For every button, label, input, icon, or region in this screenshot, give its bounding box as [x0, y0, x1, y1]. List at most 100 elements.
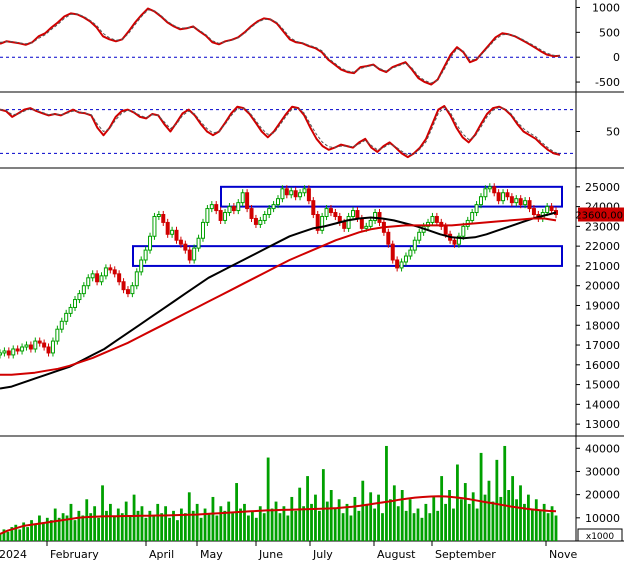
- volume-bar: [231, 513, 235, 541]
- x-month-label: April: [149, 548, 174, 561]
- candle-body: [487, 186, 492, 190]
- volume-bar: [152, 515, 156, 541]
- volume-bar: [105, 510, 108, 541]
- candle-body: [103, 267, 108, 277]
- candle-body: [501, 192, 506, 202]
- y-tick-label-price: 16000: [585, 359, 620, 372]
- volume-bar: [471, 492, 475, 541]
- volume-unit-box: [577, 528, 623, 542]
- y-tick-label-price: 19000: [585, 299, 620, 312]
- candle-body: [351, 210, 356, 217]
- candle-body: [209, 204, 214, 210]
- x-month-label: June: [258, 548, 283, 561]
- volume-bar: [534, 499, 538, 541]
- candle-body: [359, 217, 364, 229]
- volume-bar: [124, 501, 128, 541]
- volume-bar: [420, 517, 424, 541]
- volume-bar: [101, 485, 104, 541]
- volume-bar: [120, 513, 124, 541]
- candle-body: [178, 239, 183, 245]
- volume-bar: [424, 503, 428, 541]
- volume-bar: [191, 510, 195, 541]
- volume-bar: [404, 510, 408, 541]
- volume-bar: [195, 503, 199, 541]
- candle-body: [452, 239, 457, 245]
- volume-bar: [448, 490, 451, 541]
- volume-bar: [219, 506, 223, 541]
- volume-bar: [168, 517, 171, 541]
- volume-bar: [156, 503, 160, 541]
- volume-bar: [385, 445, 388, 541]
- volume-bar: [314, 494, 317, 541]
- candle-body: [214, 204, 219, 212]
- volume-bar: [550, 506, 554, 541]
- volume-bar: [542, 503, 546, 541]
- volume-bar: [456, 464, 459, 541]
- volume-bar: [172, 510, 175, 541]
- volume-bar: [45, 517, 49, 541]
- candle-body: [227, 206, 232, 214]
- candle-body: [156, 214, 161, 217]
- volume-bar: [369, 492, 373, 541]
- volume-bar: [207, 513, 211, 541]
- volume-bar: [341, 513, 345, 541]
- candle-body: [249, 208, 254, 219]
- candle-body: [187, 249, 192, 261]
- candle-body: [15, 348, 20, 352]
- volume-bar: [483, 494, 487, 541]
- candle-body: [306, 188, 311, 202]
- volume-bar: [286, 515, 290, 541]
- candle-body: [218, 210, 223, 221]
- oscillator-series-line: [0, 105, 561, 159]
- candle-body: [311, 200, 316, 216]
- candle-body: [518, 198, 523, 206]
- volume-bar: [396, 506, 400, 541]
- volume-bar: [440, 476, 444, 541]
- candle-body: [496, 192, 501, 202]
- candle-body: [364, 225, 369, 229]
- volume-bar: [73, 520, 77, 541]
- volume-bar: [361, 480, 365, 541]
- candle-body: [152, 215, 157, 237]
- volume-bar: [503, 445, 507, 541]
- candle-body: [267, 208, 272, 216]
- candle-body: [200, 221, 205, 239]
- volume-bar: [290, 496, 294, 541]
- candle-body: [223, 212, 228, 221]
- candle-body: [196, 237, 201, 249]
- volume-bar: [77, 510, 81, 541]
- volume-bar: [250, 510, 254, 541]
- volume-bar: [325, 501, 329, 541]
- moving-average-line: [0, 217, 557, 376]
- candle-body: [112, 269, 117, 275]
- candle-body: [346, 215, 351, 229]
- candle-body: [33, 340, 38, 350]
- volume-bar: [365, 503, 369, 541]
- candle-body: [231, 206, 236, 212]
- candle-body: [333, 212, 338, 217]
- candle-body: [117, 273, 122, 283]
- volume-bar: [554, 515, 558, 541]
- volume-bar: [179, 508, 183, 541]
- candle-body: [390, 243, 395, 261]
- volume-bar: [495, 459, 499, 541]
- volume-bar: [93, 506, 97, 541]
- volume-bar: [112, 515, 116, 541]
- volume-bar: [444, 503, 447, 541]
- candle-body: [373, 212, 378, 221]
- candle-body: [492, 186, 497, 194]
- volume-bar: [211, 496, 215, 541]
- price-zone-box: [220, 185, 563, 208]
- oscillator-series-line: [0, 9, 561, 84]
- volume-bar: [53, 508, 57, 541]
- candle-body: [289, 190, 294, 196]
- volume-bar: [392, 485, 396, 541]
- y-tick-label-price: 25000: [585, 181, 620, 194]
- candle-body: [298, 192, 303, 198]
- volume-bar: [499, 496, 503, 541]
- candle-body: [59, 320, 64, 330]
- volume-bar: [321, 469, 325, 541]
- candle-body: [165, 221, 170, 235]
- x-month-label: February: [50, 548, 99, 561]
